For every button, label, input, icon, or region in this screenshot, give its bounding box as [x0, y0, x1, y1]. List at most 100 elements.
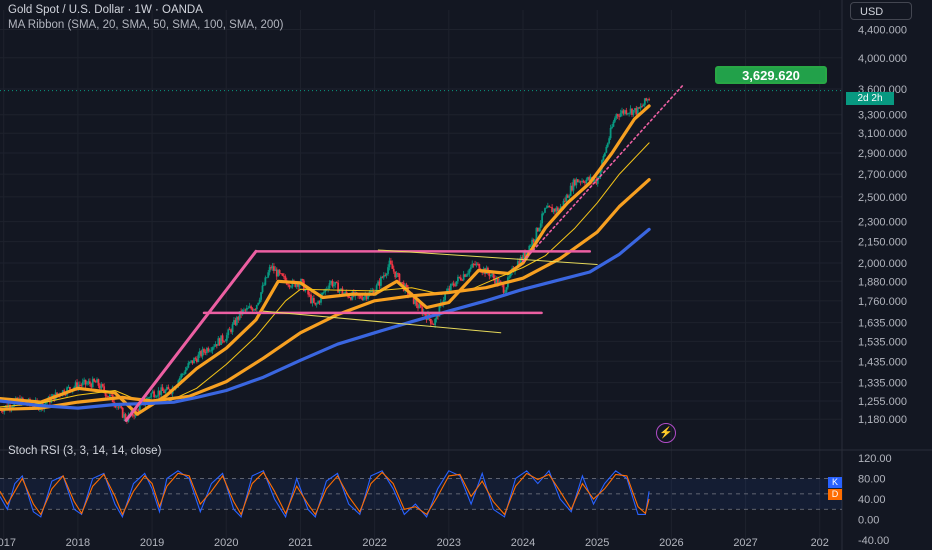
candle-body [118, 406, 121, 408]
candle-body [545, 207, 548, 209]
candle-body [628, 112, 631, 114]
candle-body [492, 273, 495, 278]
candle-body [93, 378, 96, 382]
stoch-band [0, 478, 842, 510]
candle-body [188, 361, 191, 364]
lightning-icon[interactable]: ⚡ [656, 423, 676, 443]
candle-body [586, 177, 589, 180]
candle-body [184, 369, 187, 374]
candle-body [101, 384, 104, 387]
candle-body [230, 329, 233, 333]
ma-line-sma200 [0, 227, 651, 410]
candle-body [415, 299, 418, 306]
symbol-title[interactable]: Gold Spot / U.S. Dollar · 1W · OANDA [8, 4, 203, 16]
candle-body [387, 267, 389, 274]
candle-body [602, 155, 605, 161]
candle-body [565, 195, 568, 202]
price-tick-label: 1,635.000 [858, 318, 907, 330]
candle-body [571, 185, 573, 191]
candle-body [451, 283, 454, 285]
candle-body [477, 263, 479, 265]
candle-body [250, 306, 252, 309]
candle-body [257, 302, 260, 306]
candle-body [317, 301, 320, 304]
time-tick-label: 2018 [66, 537, 90, 549]
candle-body [599, 168, 602, 177]
candle-body [273, 266, 275, 271]
candle-body [595, 179, 598, 184]
price-axis[interactable]: 4,400.0004,000.0003,600.0003,300.0003,10… [858, 25, 907, 547]
candle-body [378, 281, 381, 286]
candle-body [218, 338, 221, 345]
oscillator-legend[interactable]: Stoch RSI (3, 3, 14, 14, close) [8, 445, 162, 457]
candle-body [618, 115, 621, 117]
ma-line-sma100 [0, 178, 651, 411]
price-tick-label: 1,180.000 [858, 414, 907, 426]
candle-body [156, 395, 158, 397]
candle-body [522, 252, 525, 261]
candle-body [76, 382, 78, 389]
trend-projection-line [522, 84, 684, 263]
candle-body [388, 260, 391, 268]
candle-body [361, 298, 364, 300]
candle-body [288, 284, 291, 287]
osc-tick-label: 120.00 [858, 453, 892, 465]
candle-body [377, 281, 379, 286]
price-tick-label: 1,880.000 [858, 276, 907, 288]
candle-body [588, 177, 591, 181]
candle-body [278, 270, 281, 274]
candle-body [534, 239, 536, 242]
ma-line-sma20 [0, 104, 651, 416]
candle-body [643, 98, 646, 105]
candle-body [220, 335, 223, 345]
candle-body [260, 292, 262, 300]
candle-body [575, 179, 578, 186]
candle-body [345, 291, 348, 295]
candle-body [467, 273, 469, 275]
candle-body [264, 277, 267, 285]
candle-body [431, 323, 434, 325]
candle-body [531, 239, 534, 246]
candle-body [267, 272, 270, 278]
stoch-rsi-pane [0, 469, 842, 519]
candle-body [311, 298, 314, 304]
time-tick-label: 2021 [288, 537, 312, 549]
candle-body [382, 275, 385, 278]
candle-body [481, 272, 484, 273]
candle-body [538, 228, 541, 232]
candle-body [641, 106, 643, 108]
candle-body [7, 404, 10, 409]
time-tick-label: 2026 [659, 537, 683, 549]
candle-body [147, 397, 150, 399]
time-tick-label: 2024 [511, 537, 535, 549]
candle-body [384, 275, 387, 277]
candle-body [213, 346, 215, 348]
candle-body [432, 324, 435, 326]
candle-body [574, 179, 576, 186]
candle-body [300, 278, 302, 283]
candle-body [44, 402, 47, 404]
candle-body [77, 384, 80, 389]
time-tick-label: 2019 [140, 537, 164, 549]
candle-body [454, 285, 456, 287]
candle-body [438, 305, 441, 317]
candle-body [449, 283, 452, 291]
candle-body [110, 394, 113, 396]
time-axis[interactable]: 2017 2018 2019 2020 2021 2022 2023 2024 2025 2026… [0, 537, 829, 549]
candle-body [397, 273, 399, 275]
candle-body [632, 110, 635, 115]
candle-body [541, 213, 544, 224]
time-tick-label: 2023 [437, 537, 461, 549]
study-legend[interactable]: MA Ribbon (SMA, 20, SMA, 50, SMA, 100, S… [8, 19, 284, 31]
candle-body [609, 128, 612, 139]
candle-body [312, 298, 315, 303]
candle-body [183, 373, 185, 375]
candle-body [284, 276, 287, 281]
price-tick-label: 4,000.000 [858, 53, 907, 65]
candle-body [287, 284, 290, 286]
candle-body [1, 410, 4, 412]
currency-button[interactable]: USD [850, 2, 912, 20]
candle-body [203, 349, 205, 353]
price-tick-label: 2,900.000 [858, 148, 907, 160]
